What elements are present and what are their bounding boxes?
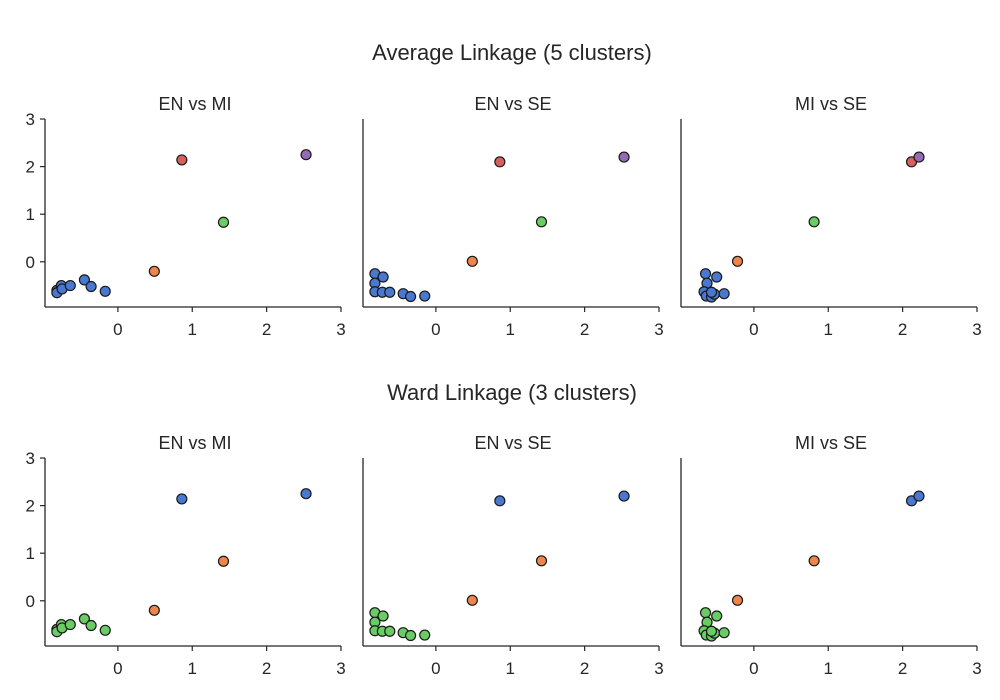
panel-4-x-tick-label: 3 bbox=[336, 659, 345, 678]
panel-5-data-point bbox=[494, 495, 506, 507]
panel-3-x-tick-label: 3 bbox=[972, 320, 981, 339]
panel-3-title: MI vs SE bbox=[795, 94, 867, 114]
panel-4-y-tick-label: 3 bbox=[26, 449, 35, 468]
panel-6-x-tick-label: 3 bbox=[972, 659, 981, 678]
panel-4-data-point bbox=[85, 619, 97, 632]
panel-2-data-point bbox=[466, 255, 478, 267]
panel-3-data-point bbox=[718, 288, 730, 300]
panel-5-x-tick-label: 0 bbox=[431, 659, 440, 678]
panel-1-data-point bbox=[300, 149, 312, 161]
panel-3-x-tick-label: 2 bbox=[898, 320, 907, 339]
panel-2-x-tick-label: 1 bbox=[506, 320, 515, 339]
panel-5-data-point bbox=[419, 629, 431, 641]
panel-1-y-tick-label: 2 bbox=[26, 158, 35, 177]
figure-title-average-linkage: Average Linkage (5 clusters) bbox=[372, 40, 652, 65]
panel-5-data-point bbox=[535, 555, 548, 567]
panel-1-data-point bbox=[64, 279, 76, 292]
panel-3-data-point bbox=[699, 268, 712, 280]
panel-1-x-tick-label: 3 bbox=[336, 320, 345, 339]
panel-1-y-tick-label: 3 bbox=[26, 110, 35, 129]
panel-2-data-point bbox=[535, 216, 548, 228]
panel-2-x-tick-label: 0 bbox=[431, 320, 440, 339]
panel-4-x-tick-label: 1 bbox=[188, 659, 197, 678]
panel-4-title: EN vs MI bbox=[158, 433, 231, 453]
panel-6-data-point bbox=[711, 610, 723, 622]
panel-3-data-point bbox=[913, 151, 925, 163]
panel-4-data-point bbox=[176, 493, 188, 505]
panel-4-data-point bbox=[64, 618, 76, 631]
panel-6-data-point bbox=[731, 594, 744, 606]
panel-6-data-point bbox=[718, 627, 730, 639]
panel-1-data-point bbox=[148, 265, 160, 277]
panel-2-title: EN vs SE bbox=[474, 94, 551, 114]
panel-2-x-tick-label: 2 bbox=[580, 320, 589, 339]
panel-5-data-point bbox=[618, 490, 630, 502]
panel-2-data-point bbox=[404, 290, 417, 303]
panel-5-data-point bbox=[404, 629, 417, 642]
panel-6-data-point bbox=[913, 490, 925, 502]
panel-4-data-point bbox=[217, 555, 230, 567]
panel-5-x-tick-label: 1 bbox=[506, 659, 515, 678]
panel-1-title: EN vs MI bbox=[158, 94, 231, 114]
panel-5-title: EN vs SE bbox=[474, 433, 551, 453]
panel-3-x-tick-label: 0 bbox=[749, 320, 758, 339]
panel-1-y-tick-label: 1 bbox=[26, 205, 35, 224]
panel-4-data-point bbox=[148, 604, 160, 616]
panel-4-x-tick-label: 2 bbox=[262, 659, 271, 678]
panel-1-x-tick-label: 0 bbox=[113, 320, 122, 339]
panel-2-data-point bbox=[384, 286, 396, 298]
panel-2-data-point bbox=[618, 151, 630, 163]
panel-6-title: MI vs SE bbox=[795, 433, 867, 453]
panel-5-data-point bbox=[377, 610, 389, 622]
panel-4-data-point bbox=[78, 613, 91, 625]
panel-2-data-point bbox=[494, 156, 506, 168]
figure-title-ward-linkage: Ward Linkage (3 clusters) bbox=[387, 380, 637, 405]
panel-2-data-point bbox=[419, 290, 431, 302]
panel-1-data-point bbox=[99, 285, 111, 297]
panel-4-y-tick-label: 0 bbox=[26, 592, 35, 611]
panel-6-data-point bbox=[808, 555, 820, 567]
panel-4-data-point bbox=[300, 488, 312, 500]
panel-4-y-tick-label: 1 bbox=[26, 544, 35, 563]
panel-6-x-tick-label: 2 bbox=[898, 659, 907, 678]
panel-3-data-point bbox=[705, 286, 718, 298]
panel-4-y-tick-label: 2 bbox=[26, 497, 35, 516]
panel-1-data-point bbox=[78, 274, 91, 286]
panel-1-y-tick-label: 0 bbox=[26, 253, 35, 272]
panel-5-x-tick-label: 2 bbox=[580, 659, 589, 678]
panel-1-data-point bbox=[85, 280, 97, 293]
panel-5-data-point bbox=[384, 625, 396, 637]
panel-6-x-tick-label: 0 bbox=[749, 659, 758, 678]
panel-5-data-point bbox=[466, 594, 478, 606]
panel-2-data-point bbox=[377, 271, 389, 283]
panel-4-data-point bbox=[99, 624, 111, 636]
panel-1-data-point bbox=[217, 216, 230, 228]
panel-3-x-tick-label: 1 bbox=[824, 320, 833, 339]
panel-3-data-point bbox=[711, 271, 723, 283]
panel-3-data-point bbox=[731, 255, 744, 267]
panel-6-data-point bbox=[699, 607, 712, 619]
panel-1-x-tick-label: 2 bbox=[262, 320, 271, 339]
panel-6-x-tick-label: 1 bbox=[824, 659, 833, 678]
panel-2-x-tick-label: 3 bbox=[654, 320, 663, 339]
panel-1-data-point bbox=[176, 154, 188, 166]
panel-4-x-tick-label: 0 bbox=[113, 659, 122, 678]
panel-5-x-tick-label: 3 bbox=[654, 659, 663, 678]
panel-3-data-point bbox=[808, 216, 820, 228]
panel-6-data-point bbox=[705, 625, 718, 637]
panel-1-x-tick-label: 1 bbox=[188, 320, 197, 339]
